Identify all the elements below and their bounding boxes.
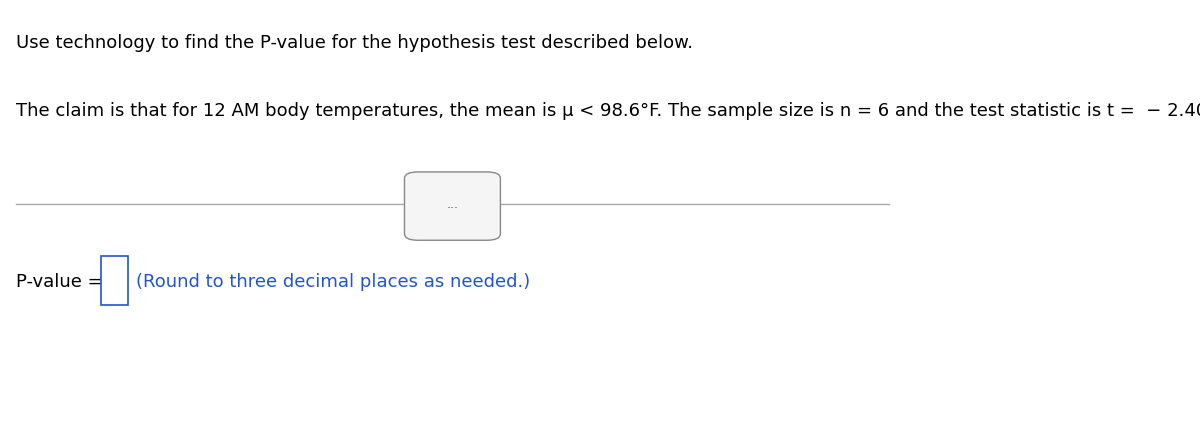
- Text: ...: ...: [446, 198, 458, 211]
- Text: (Round to three decimal places as needed.): (Round to three decimal places as needed…: [136, 272, 530, 290]
- Text: Use technology to find the P-value for the hypothesis test described below.: Use technology to find the P-value for t…: [17, 34, 694, 52]
- Text: The claim is that for 12 AM body temperatures, the mean is μ < 98.6°F. The sampl: The claim is that for 12 AM body tempera…: [17, 102, 1200, 120]
- Text: P-value =: P-value =: [17, 272, 109, 290]
- FancyBboxPatch shape: [101, 256, 128, 306]
- FancyBboxPatch shape: [404, 173, 500, 241]
